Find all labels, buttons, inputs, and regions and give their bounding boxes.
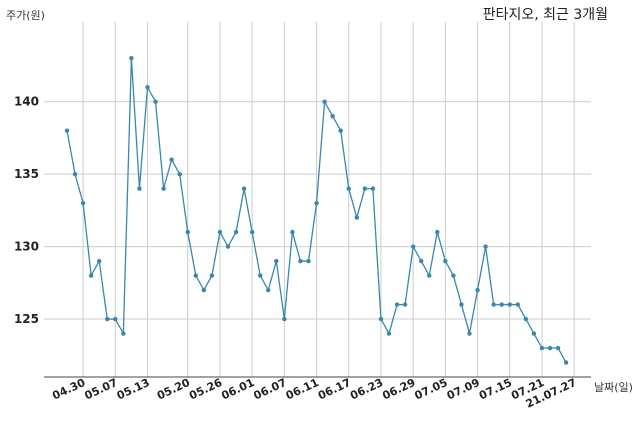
- x-tick-label: 05.20: [155, 376, 192, 403]
- data-point: [475, 287, 480, 293]
- data-point: [314, 200, 319, 206]
- x-tick-label: 05.13: [115, 376, 152, 402]
- data-point: [370, 186, 376, 191]
- data-point: [274, 258, 279, 264]
- y-tick-label: 125: [14, 312, 39, 326]
- data-point: [97, 258, 102, 264]
- data-point: [499, 302, 504, 307]
- x-tick-label: 05.07: [83, 376, 120, 402]
- data-point: [394, 302, 400, 307]
- data-point: [137, 186, 142, 191]
- data-point: [153, 99, 158, 104]
- data-point: [443, 258, 448, 264]
- data-point: [515, 302, 520, 307]
- price-series: [64, 56, 569, 365]
- x-tick-label: 04.30: [50, 376, 87, 403]
- data-point: [523, 316, 529, 322]
- grid: [44, 22, 591, 377]
- chart-title: 판타지오, 최근 3개월: [483, 7, 608, 23]
- data-point: [539, 345, 545, 351]
- data-point: [113, 316, 118, 322]
- y-tick-label: 135: [14, 167, 39, 181]
- data-point: [121, 331, 126, 336]
- data-point: [241, 186, 247, 191]
- data-point: [290, 229, 295, 235]
- data-point: [298, 258, 303, 264]
- data-point: [177, 171, 182, 177]
- data-point: [201, 287, 207, 293]
- data-point: [217, 229, 223, 235]
- x-axis-label: 날짜(일): [594, 380, 633, 394]
- data-point: [419, 258, 424, 264]
- data-point: [378, 316, 384, 322]
- data-point: [225, 244, 231, 249]
- data-point: [410, 244, 416, 249]
- data-point: [451, 273, 456, 278]
- data-point: [258, 273, 263, 278]
- data-point: [435, 229, 440, 235]
- data-point: [161, 186, 166, 191]
- x-tick-label: 05.26: [187, 376, 224, 403]
- data-point: [402, 302, 408, 307]
- data-point: [491, 302, 496, 307]
- x-tick-label: 07.15: [477, 376, 514, 402]
- x-tick-label: 06.01: [219, 376, 256, 402]
- data-point: [105, 316, 110, 322]
- x-tick-label: 06.23: [348, 376, 385, 402]
- data-point: [185, 229, 190, 235]
- data-point: [507, 302, 512, 307]
- data-point: [145, 85, 150, 90]
- data-point: [233, 229, 239, 235]
- data-point: [555, 345, 561, 351]
- data-point: [338, 128, 343, 133]
- data-point: [282, 316, 287, 322]
- x-tick-label: 06.07: [252, 376, 289, 402]
- data-point: [531, 331, 537, 336]
- x-tick-label: 07.09: [445, 376, 482, 402]
- data-point: [346, 186, 351, 191]
- data-point: [266, 287, 271, 293]
- y-tick-label: 140: [14, 95, 39, 109]
- data-point: [354, 215, 359, 220]
- data-point: [193, 273, 198, 278]
- x-tick-label: 06.29: [380, 376, 417, 402]
- y-tick-label: 130: [14, 240, 39, 254]
- data-point: [483, 244, 488, 249]
- data-point: [459, 302, 464, 307]
- data-point: [129, 56, 134, 61]
- data-point: [563, 360, 569, 365]
- data-point: [249, 229, 255, 235]
- data-point: [64, 128, 70, 133]
- data-point: [547, 345, 553, 351]
- data-point: [330, 113, 335, 119]
- x-tick-label: 06.17: [316, 376, 353, 402]
- x-tick-label: 07.05: [413, 376, 450, 402]
- data-point: [80, 200, 86, 206]
- data-point: [88, 273, 94, 278]
- data-point: [427, 273, 432, 278]
- data-point: [306, 258, 311, 264]
- y-axis-label: 주가(원): [6, 9, 45, 22]
- data-point: [322, 99, 327, 104]
- data-point: [209, 273, 215, 278]
- data-point: [386, 331, 392, 336]
- x-tick-label: 06.11: [284, 376, 321, 402]
- data-point: [467, 331, 472, 336]
- data-point: [169, 157, 174, 162]
- data-point: [362, 186, 368, 191]
- data-point: [72, 171, 78, 177]
